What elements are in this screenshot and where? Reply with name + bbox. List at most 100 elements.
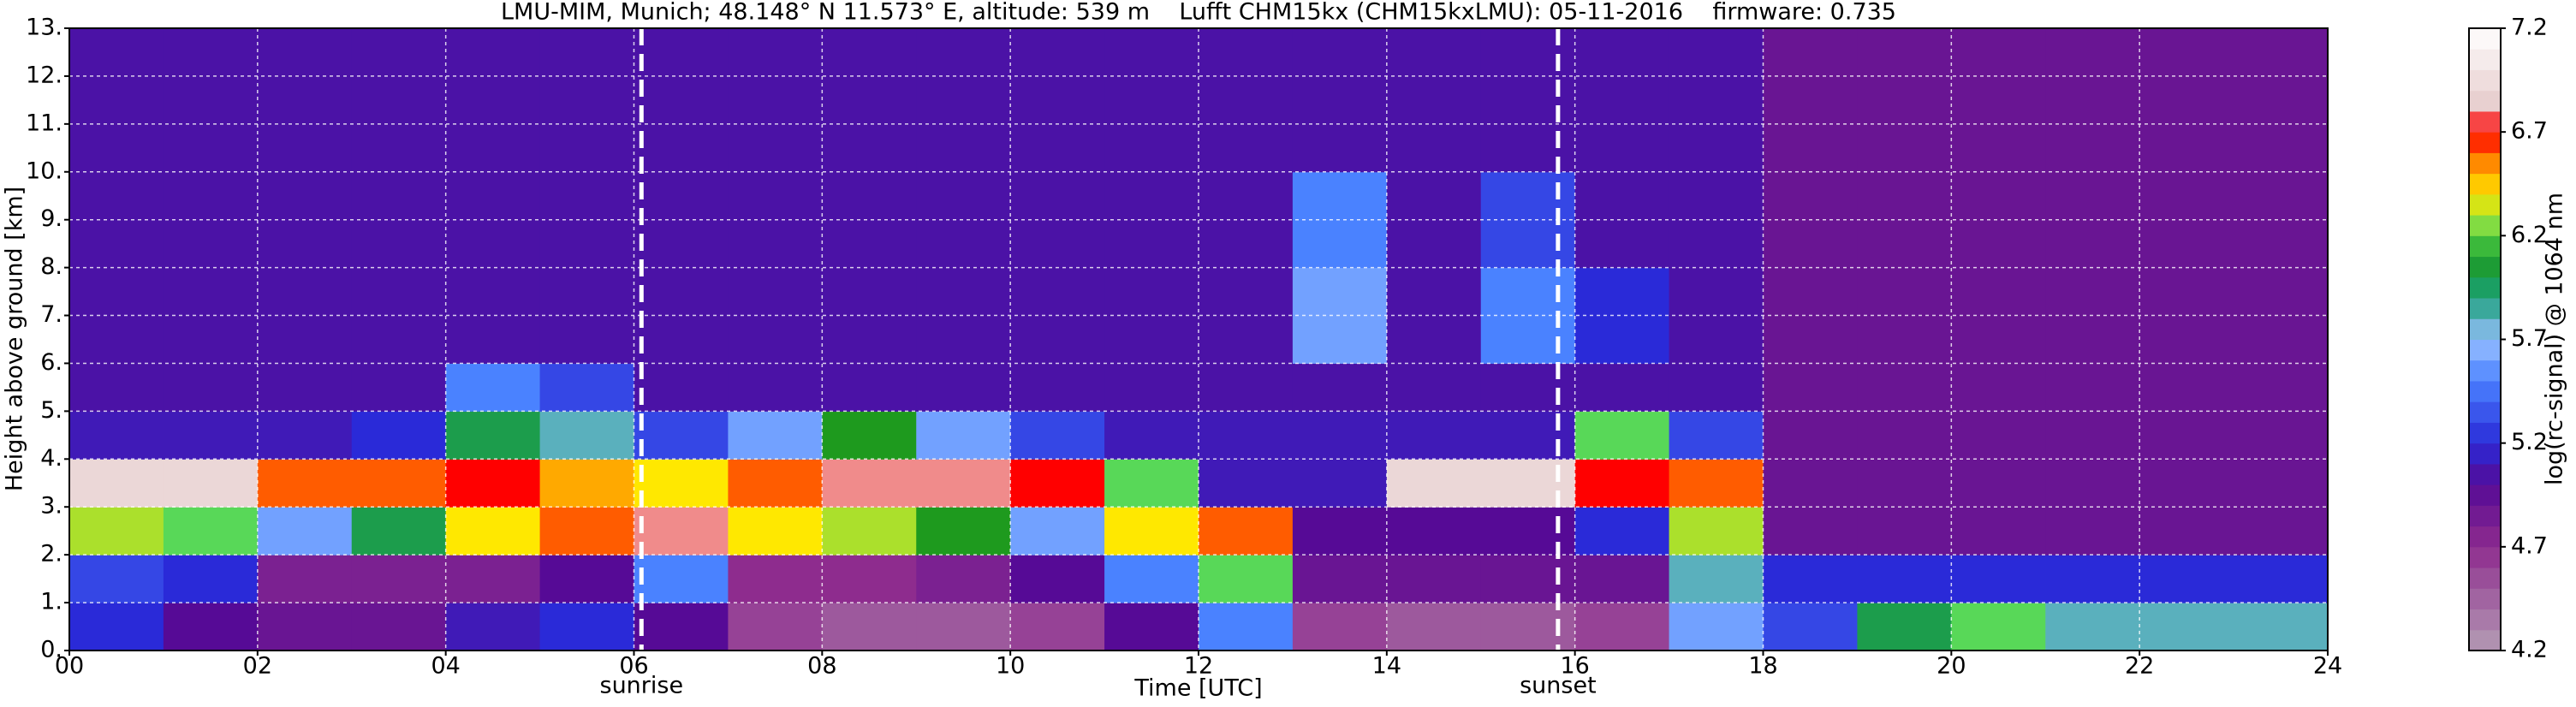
heatmap-cell [163,507,259,556]
heatmap-cell [539,28,634,173]
heatmap-cell [916,555,1011,603]
heatmap-cell [445,507,541,556]
heatmap-cell [1857,411,1952,460]
colorbar-band [2469,110,2501,133]
heatmap-cell [1669,603,1764,651]
colorbar-band [2469,526,2501,548]
heatmap-cell [728,555,823,603]
heatmap-cell [1104,411,1199,460]
heatmap-cell [1386,603,1482,651]
heatmap-cell [1199,459,1294,508]
y-tick-label: 9. [40,205,62,232]
heatmap-cell [1857,603,1952,651]
heatmap-cell [1480,411,1576,460]
heatmap-cell [1669,507,1764,556]
heatmap-cell [69,459,164,508]
heatmap-cell [1386,459,1482,508]
heatmap-cell [1763,459,1858,508]
heatmap-cell [1669,459,1764,508]
heatmap-cell [916,507,1011,556]
heatmap-cell [2139,555,2234,603]
heatmap-cell [1763,555,1858,603]
heatmap-cell [1763,603,1858,651]
plot-frame [68,27,2329,651]
colorbar-band [2469,609,2501,631]
heatmap-cell [1010,555,1105,603]
heatmap-cell [634,507,729,556]
heatmap-cell [1574,171,1670,269]
heatmap-cell [1386,411,1482,460]
colorbar-band [2469,298,2501,319]
heatmap-cell [539,555,634,603]
heatmap-cell [1292,507,1388,556]
heatmap-cell [445,459,541,508]
y-tick-label: 4. [40,445,62,472]
x-axis-title: Time [UTC] [1133,675,1262,702]
heatmap-cell [445,363,541,412]
heatmap-cell [1480,363,1576,412]
heatmap-cell [257,555,353,603]
x-tick-label: 00 [55,653,84,680]
colorbar-tick-label: 5.2 [2511,429,2548,455]
heatmap-cell [2139,603,2234,651]
heatmap-cell [2139,459,2234,508]
heatmap-cell [163,411,259,460]
colorbar-band [2469,90,2501,112]
heatmap-cell [728,28,823,173]
heatmap-cell [1292,411,1388,460]
colorbar-band [2469,69,2501,92]
heatmap-cell [1199,555,1294,603]
colorbar-tick-label: 4.2 [2511,637,2548,663]
colorbar-tick-label: 6.2 [2511,222,2548,248]
heatmap-cell [2139,507,2234,556]
colorbar-band [2469,567,2501,589]
heatmap-cell [69,411,164,460]
heatmap-cell [728,459,823,508]
heatmap-cell [1857,507,1952,556]
colorbar-band [2469,276,2501,299]
colorbar-band [2469,339,2501,361]
heatmap-cell [2139,411,2234,460]
heatmap-cell [2045,459,2140,508]
heatmap-cell [445,603,541,651]
colorbar-title: log(rc-signal) @ 1064 nm [2542,193,2568,485]
y-tick-label: 11. [26,110,62,136]
y-tick-label: 1. [40,589,62,615]
heatmap-cell [1763,411,1858,460]
heatmap-cell [634,459,729,508]
heatmap-cell [2234,28,2329,173]
heatmap-cell [2234,507,2329,556]
heatmap-cell [257,363,353,412]
heatmap-cell [1480,507,1576,556]
heatmap-cell [257,603,353,651]
heatmap-cell [69,555,164,603]
heatmap-cell [634,603,729,651]
colorbar-band [2469,629,2501,651]
colorbar-band [2469,505,2501,527]
heatmap-cell [351,411,447,460]
heatmap-cell [1386,555,1482,603]
heatmap-cell [163,459,259,508]
heatmap-cell [257,459,353,508]
heatmap-cell [822,171,917,269]
heatmap-cell [1199,171,1294,269]
x-tick-label: 06 [619,653,648,680]
heatmap-cell [1669,28,1764,173]
heatmap-cell [1574,507,1670,556]
colorbar-band [2469,484,2501,506]
heatmap-cell [1386,363,1482,412]
heatmap-cell [1010,603,1105,651]
heatmap-cell [1669,363,1764,412]
heatmap-cell [1386,28,1482,173]
heatmap-cell [728,363,823,412]
heatmap-cell [69,603,164,651]
colorbar-band [2469,173,2501,195]
heatmap-cell [445,555,541,603]
heatmap-cell [634,411,729,460]
heatmap-cell [916,603,1011,651]
annotation-label: sunrise [600,673,684,699]
x-tick-label: 08 [807,653,836,680]
heatmap-cell [1574,267,1670,364]
heatmap-cell [1857,555,1952,603]
colorbar-tick-label: 5.7 [2511,325,2548,352]
